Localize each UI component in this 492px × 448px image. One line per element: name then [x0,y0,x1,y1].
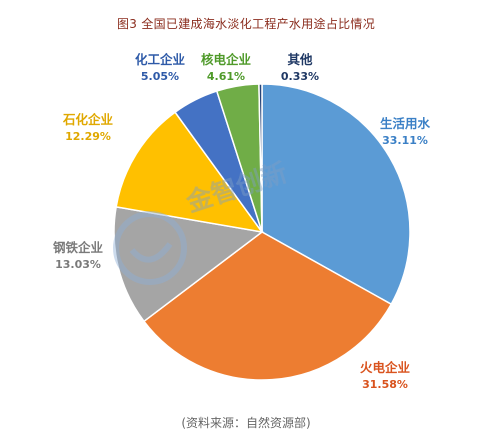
slice-value-label: 13.03% [55,258,101,271]
slice-category-label: 生活用水 [380,116,431,131]
jinzhi-logo-icon [113,211,187,285]
slice-category-label: 化工企业 [135,52,186,67]
source-note: (资料来源：自然资源部) [181,416,311,430]
slice-value-label: 33.11% [382,134,428,147]
pie-slice [113,205,264,323]
pie-slice [142,231,393,381]
slice-category-label: 核电企业 [201,52,252,67]
pie-slice [261,83,411,306]
slice-value-label: 31.58% [362,378,408,391]
slice-category-label: 钢铁企业 [53,240,104,255]
slice-value-label: 5.05% [141,70,179,83]
pie-slice [258,83,263,233]
slice-value-label: 12.29% [65,130,111,143]
slice-category-label: 其他 [287,52,313,67]
slice-category-label: 石化企业 [62,112,114,127]
slice-category-label: 火电企业 [360,360,411,375]
chart-title: 图3 全国已建成海水淡化工程产水用途占比情况 [116,17,376,31]
pie-slices [113,83,411,381]
slice-value-label: 4.61% [207,70,245,83]
slice-value-label: 0.33% [281,70,319,83]
pie-slice [115,111,264,234]
pie-labels: 生活用水 33.11% 火电企业 31.58% 钢铁企业 13.03% 石化企业 12.29%… [53,52,431,391]
